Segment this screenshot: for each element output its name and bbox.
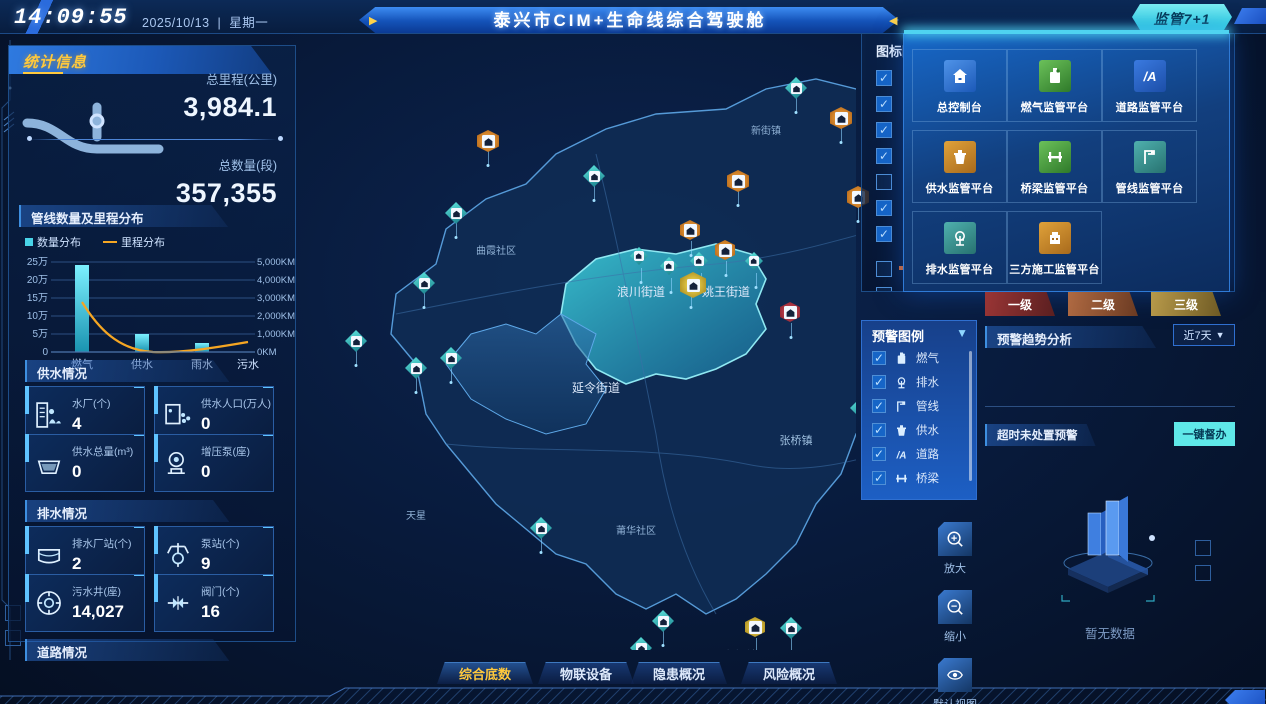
svg-text:姚王街道: 姚王街道 [702, 285, 750, 299]
svg-text:天星: 天星 [406, 510, 426, 522]
svg-text:5万: 5万 [32, 329, 48, 340]
svg-text:新街镇: 新街镇 [751, 124, 781, 137]
svg-text:1,000KM: 1,000KM [257, 329, 295, 340]
svg-text:数量分布: 数量分布 [37, 236, 81, 249]
svg-text:张桥镇: 张桥镇 [780, 433, 813, 447]
svg-text:七坍社区: 七坍社区 [724, 648, 768, 650]
svg-text:3,000KM: 3,000KM [257, 293, 295, 304]
svg-text:25万: 25万 [27, 257, 48, 268]
svg-text:浪川街道: 浪川街道 [617, 284, 665, 299]
svg-text:15万: 15万 [27, 293, 48, 304]
svg-text:5,000KM: 5,000KM [257, 257, 295, 268]
svg-text:20万: 20万 [27, 275, 48, 286]
svg-text:曲霞社区: 曲霞社区 [476, 244, 516, 257]
svg-text:/A: /A [895, 450, 906, 461]
svg-text:/A: /A [1142, 69, 1156, 84]
svg-text:0KM: 0KM [257, 347, 277, 358]
svg-text:4,000KM: 4,000KM [257, 275, 295, 286]
svg-text:莆华社区: 莆华社区 [616, 524, 656, 537]
svg-text:10万: 10万 [27, 311, 48, 322]
svg-text:延令街道: 延令街道 [572, 380, 620, 395]
svg-text:0: 0 [42, 347, 48, 358]
svg-text:2,000KM: 2,000KM [257, 311, 295, 322]
svg-text:里程分布: 里程分布 [121, 236, 165, 249]
